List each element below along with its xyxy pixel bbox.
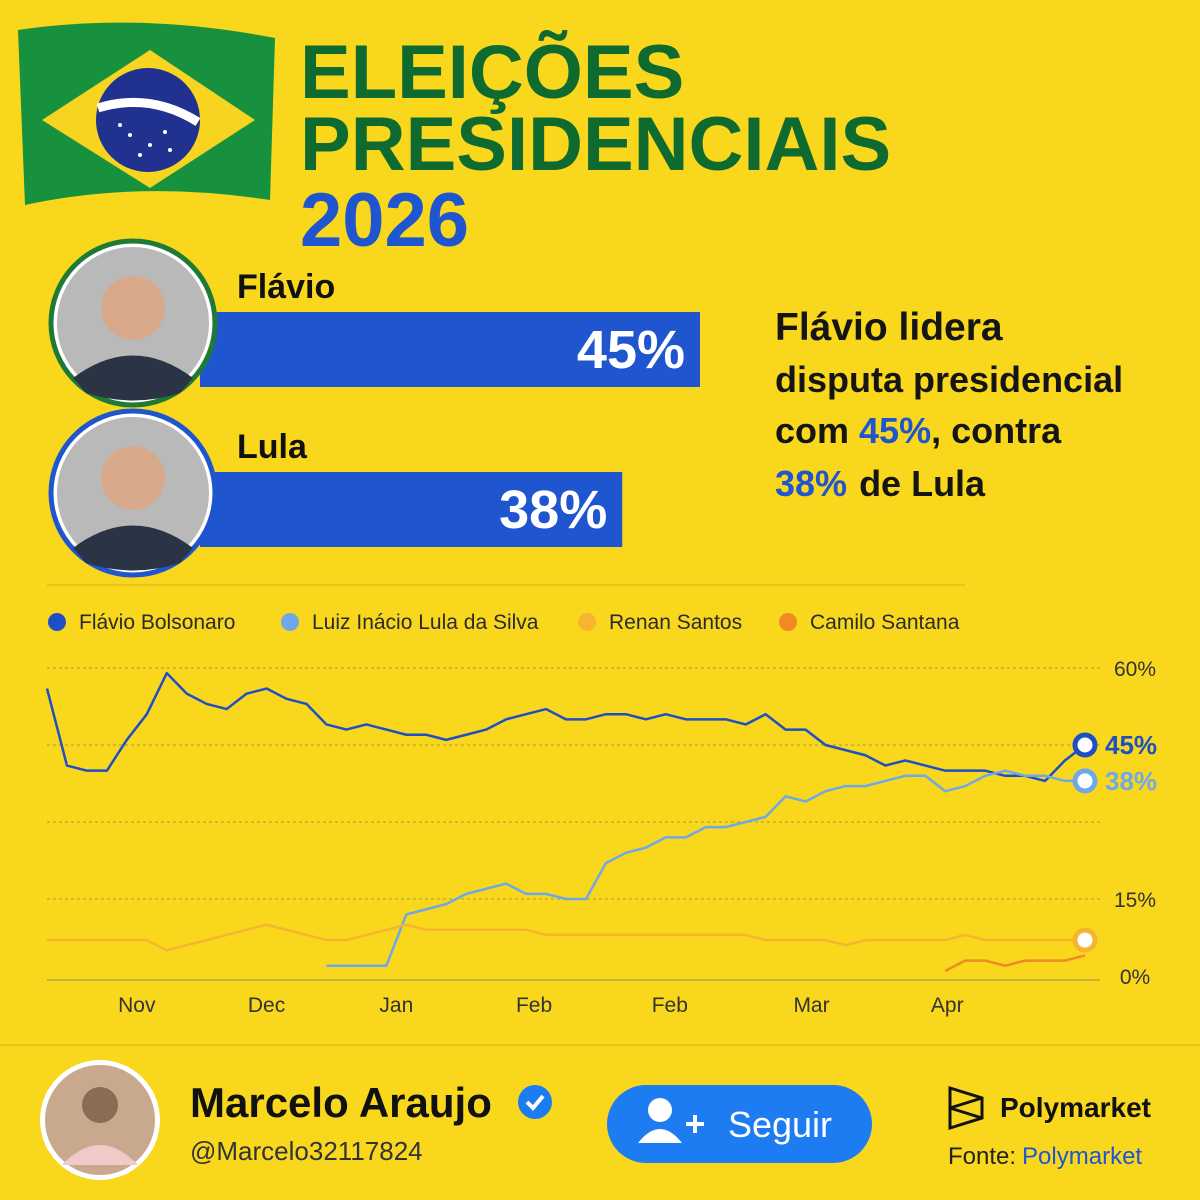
title-line: ELEIÇÕES (300, 30, 684, 115)
source-name: Polymarket (1022, 1143, 1142, 1170)
series-line (47, 923, 1085, 952)
bar-value-label: 45% (577, 320, 685, 380)
legend-marker (48, 613, 66, 631)
x-tick-label: Apr (931, 994, 964, 1017)
summary: Flávio lidera (775, 306, 1003, 349)
avatar (40, 1060, 160, 1180)
user-name: Marcelo Araujo (190, 1079, 492, 1126)
portrait-body (73, 525, 193, 571)
series-line (326, 769, 1085, 967)
bar-label: Flávio (237, 268, 335, 306)
portrait-body (73, 355, 193, 401)
bar (200, 312, 700, 387)
y-tick-label: 0% (1120, 966, 1150, 989)
bar-label: Lula (237, 428, 308, 466)
brand-logo (948, 1085, 984, 1131)
series-line (944, 954, 1086, 972)
legend-marker (578, 613, 596, 631)
x-tick-label: Feb (652, 994, 688, 1017)
title-year: 2026 (300, 178, 469, 263)
summary-highlight: 45% (859, 410, 931, 451)
follow-button[interactable]: Seguir (607, 1085, 872, 1163)
title-line: PRESIDENCIAIS (300, 102, 891, 187)
end-marker (1072, 927, 1098, 953)
x-tick-label: Mar (793, 994, 829, 1017)
summary: com 45%, contra (775, 410, 1062, 451)
summary-part: , contra (931, 410, 1062, 451)
end-marker (1072, 732, 1098, 758)
portrait-head (101, 276, 165, 340)
legend-label: Renan Santos (609, 611, 742, 634)
bar (200, 472, 623, 547)
x-tick-label: Feb (516, 994, 552, 1017)
x-tick-label: Nov (118, 994, 156, 1017)
bar-value-label: 38% (499, 480, 607, 540)
legend-label: Flávio Bolsonaro (79, 611, 235, 634)
summary: disputa presidencial (775, 359, 1123, 400)
button-label[interactable]: Seguir (728, 1104, 832, 1145)
y-tick-label: 15% (1114, 889, 1156, 912)
portrait-head (101, 446, 165, 510)
brazil-flag (18, 22, 275, 205)
end-label: 45% (1105, 730, 1157, 760)
legend-label: Luiz Inácio Lula da Silva (312, 611, 539, 634)
brand-name: Polymarket (1000, 1092, 1151, 1123)
summary-highlight: 38% (775, 463, 847, 504)
summary-part: com (775, 410, 849, 451)
source-label: Fonte: (948, 1143, 1016, 1170)
x-tick-label: Dec (248, 994, 285, 1017)
source: Fonte: Polymarket (948, 1143, 1142, 1170)
y-tick-label: 60% (1114, 658, 1156, 681)
verified-badge (518, 1085, 552, 1119)
x-tick-label: Jan (379, 994, 413, 1017)
summary-part: de Lula (859, 463, 986, 504)
end-label: 38% (1105, 766, 1157, 796)
end-marker (1072, 768, 1098, 794)
series-line (45, 671, 1086, 783)
legend-marker (779, 613, 797, 631)
legend-label: Camilo Santana (810, 611, 960, 634)
user-handle: @Marcelo32117824 (190, 1136, 423, 1166)
summary: 38% de Lula (775, 463, 986, 504)
legend-marker (281, 613, 299, 631)
